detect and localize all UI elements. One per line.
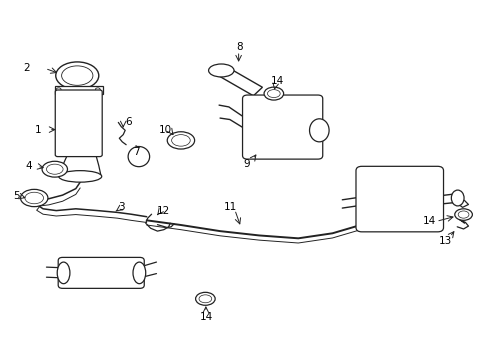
Ellipse shape (167, 132, 194, 149)
Ellipse shape (42, 161, 67, 177)
Text: 1: 1 (35, 125, 41, 135)
Text: 5: 5 (13, 191, 20, 201)
Text: 14: 14 (270, 76, 284, 86)
Ellipse shape (309, 119, 328, 142)
Ellipse shape (56, 88, 61, 91)
Ellipse shape (57, 262, 70, 284)
Ellipse shape (208, 64, 234, 77)
Ellipse shape (25, 192, 43, 204)
Text: 2: 2 (23, 63, 30, 73)
Text: 14: 14 (199, 312, 213, 322)
Text: 6: 6 (125, 117, 132, 127)
Text: 11: 11 (224, 202, 237, 212)
Text: 8: 8 (236, 42, 243, 52)
Ellipse shape (59, 171, 102, 182)
Ellipse shape (195, 292, 215, 305)
Text: 10: 10 (159, 125, 171, 135)
Text: 9: 9 (243, 159, 250, 169)
Text: 14: 14 (422, 216, 435, 226)
Ellipse shape (95, 88, 100, 91)
Polygon shape (216, 66, 262, 96)
Ellipse shape (56, 62, 99, 89)
Ellipse shape (199, 295, 211, 303)
Ellipse shape (20, 189, 48, 207)
FancyBboxPatch shape (55, 86, 102, 94)
Ellipse shape (61, 66, 93, 85)
Text: 4: 4 (25, 161, 32, 171)
FancyBboxPatch shape (242, 95, 322, 159)
FancyBboxPatch shape (55, 90, 102, 157)
FancyBboxPatch shape (355, 166, 443, 232)
Ellipse shape (267, 90, 280, 98)
Text: 12: 12 (157, 206, 170, 216)
Ellipse shape (46, 164, 63, 174)
Ellipse shape (457, 211, 468, 218)
Text: 13: 13 (437, 236, 451, 246)
Ellipse shape (128, 147, 149, 167)
Text: 7: 7 (132, 147, 139, 157)
Text: 3: 3 (118, 202, 124, 212)
FancyBboxPatch shape (58, 257, 144, 288)
Ellipse shape (264, 87, 283, 100)
Ellipse shape (133, 262, 145, 284)
Ellipse shape (171, 135, 190, 146)
Ellipse shape (450, 190, 463, 206)
Ellipse shape (454, 209, 471, 220)
